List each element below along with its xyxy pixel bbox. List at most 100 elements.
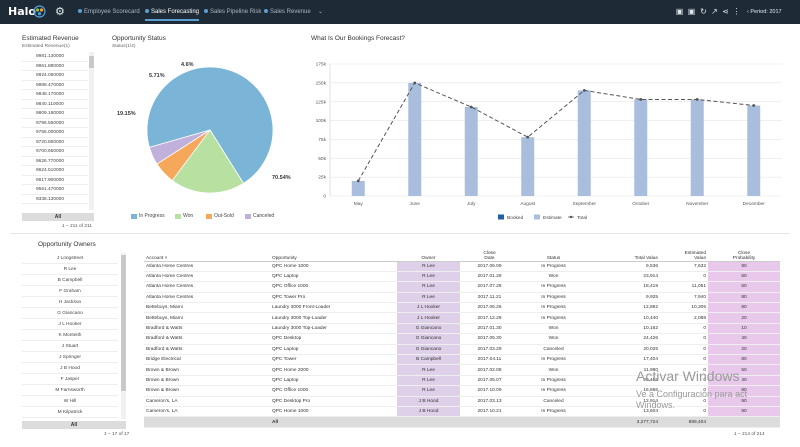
col-total-value-header[interactable]: Total Value: [588, 241, 660, 262]
owner-list-item[interactable]: J Springer: [22, 352, 118, 363]
tab-sales-revenue[interactable]: Sales Revenue: [264, 9, 311, 15]
legend-label[interactable]: Total: [577, 215, 587, 221]
point-total[interactable]: [639, 98, 643, 101]
revenue-list-item[interactable]: 9848.170000: [22, 90, 88, 100]
pie-slice-canceled[interactable]: [148, 129, 211, 165]
revenue-list-item[interactable]: 9338.130000: [22, 195, 88, 204]
export-icon[interactable]: ↗: [711, 7, 718, 16]
table-row[interactable]: Bettebuys, Miami Laundry 3000 Top-Loader J…: [144, 312, 780, 324]
save-as-icon[interactable]: ▣: [687, 7, 696, 16]
col-account-header[interactable]: Account ˄: [144, 241, 270, 262]
col-opportunity-header[interactable]: Opportunity: [270, 241, 397, 262]
point-total[interactable]: [356, 179, 360, 183]
table-row[interactable]: Atlanta Home Centres QPC Home 1000 R Lee 20…: [144, 261, 780, 272]
table-row[interactable]: Brown & Brown QPC Laptop R Lee 2017.05.07 In…: [144, 375, 780, 387]
owner-list-item[interactable]: J Stuart: [22, 341, 118, 352]
revenue-list-item[interactable]: 9626.770000: [22, 157, 88, 166]
revenue-list-item[interactable]: 9700.650000: [22, 147, 88, 157]
period-selector[interactable]: ‹ Period: 2017: [747, 9, 782, 15]
revenue-list-item[interactable]: 9755.000000: [22, 128, 88, 138]
bar-estimate[interactable]: [408, 82, 422, 196]
revenue-list-item[interactable]: 9617.900000: [22, 176, 88, 185]
owners-scroll-thumb[interactable]: [121, 255, 126, 391]
owners-scrollbar[interactable]: [121, 253, 126, 419]
revenue-list-item[interactable]: 9809.180000: [22, 109, 88, 119]
table-all-button[interactable]: All: [270, 416, 397, 428]
point-total[interactable]: [752, 104, 756, 107]
revenue-list-item[interactable]: 9961.880000: [22, 62, 88, 71]
col-close-probability-header[interactable]: Close Probability: [708, 241, 780, 262]
revenue-list-item[interactable]: 9796.550000: [22, 119, 88, 128]
owner-list-item[interactable]: F Jasper: [22, 374, 118, 385]
table-row[interactable]: Brown & Brown QPC Office 1000 R Lee 2017.10…: [144, 385, 780, 397]
legend-label[interactable]: Booked: [507, 215, 524, 221]
share-icon[interactable]: ⋖: [722, 7, 729, 16]
owner-list-item[interactable]: F Graham: [22, 286, 118, 297]
revenue-list-item[interactable]: 9720.850000: [22, 138, 88, 147]
save-icon[interactable]: ▣: [675, 7, 684, 16]
owner-list-item[interactable]: G Giancano: [22, 308, 118, 319]
revenue-list-item[interactable]: 9561.470000: [22, 185, 88, 195]
bar-estimate[interactable]: [634, 99, 648, 196]
owner-list-item[interactable]: R Lee: [22, 264, 118, 275]
tab-sales-forecasting[interactable]: Sales Forecasting: [145, 9, 200, 21]
bar-estimate[interactable]: [690, 99, 704, 196]
table-row[interactable]: Bradford & Watts Laundry 3000 Top-Loader G…: [144, 323, 780, 335]
pie-legend-item[interactable]: Canceled: [245, 213, 274, 219]
owner-list-item[interactable]: W Hill: [22, 396, 118, 407]
owner-list-item[interactable]: M Kilpatrick: [22, 407, 118, 418]
owner-list-item[interactable]: J L Hooker: [22, 319, 118, 330]
table-row[interactable]: Bradford & Watts QPC Desktop G Giancano 201…: [144, 333, 780, 345]
point-total[interactable]: [526, 135, 530, 139]
revenue-scroll-thumb[interactable]: [89, 56, 94, 68]
col-close-date-header[interactable]: Close Date: [460, 241, 519, 262]
bar-estimate[interactable]: [747, 105, 761, 196]
refresh-icon[interactable]: ↻: [700, 7, 707, 16]
owner-list-item[interactable]: J Longstreet: [22, 253, 118, 264]
table-row[interactable]: Bridge Electrical QPC Tower B Campbell 2017…: [144, 354, 780, 366]
col-status-header[interactable]: Status: [519, 241, 588, 262]
point-total[interactable]: [413, 81, 417, 85]
table-row[interactable]: Cameron's, LA QPC Desktop Pro J B Hood 2017…: [144, 396, 780, 407]
opportunity-status-pie[interactable]: [140, 60, 280, 200]
pie-slice-in-progress[interactable]: [146, 66, 274, 184]
table-row[interactable]: Atlanta Home Centres QPC Laptop R Lee 2017.…: [144, 271, 780, 283]
col-owner-header[interactable]: Owner: [397, 241, 460, 262]
legend-label[interactable]: Estimate: [543, 215, 562, 221]
estimated-revenue-list[interactable]: 9981.130000 9961.880000 9924.050000 9888.47…: [22, 52, 88, 204]
gear-icon[interactable]: ⚙: [55, 6, 65, 18]
opportunity-owners-list[interactable]: J Longstreet R Lee B Campbell F Graham H Jac…: [22, 253, 118, 418]
owner-list-item[interactable]: B Campbell: [22, 275, 118, 286]
table-row[interactable]: Bradford & Watts QPC Laptop G Giancano 2017…: [144, 344, 780, 356]
bar-estimate[interactable]: [577, 90, 591, 196]
bar-estimate[interactable]: [521, 137, 535, 196]
pie-legend-item[interactable]: In Progress: [131, 213, 165, 219]
tab-employee-scorecard[interactable]: Employee Scorecard: [78, 9, 140, 15]
table-row[interactable]: Atlanta Home Centres QPC Office 1000 R Lee…: [144, 281, 780, 293]
more-icon[interactable]: ⋮: [732, 7, 741, 16]
tab-sales-pipeline-risk[interactable]: Sales Pipeline Risk: [204, 9, 261, 15]
revenue-list-item[interactable]: 9981.130000: [22, 52, 88, 62]
revenue-list-item[interactable]: 9624.510000: [22, 166, 88, 176]
owners-all-button[interactable]: All: [22, 421, 126, 429]
tabs-chevron-down-icon[interactable]: ⌄: [318, 9, 324, 15]
pie-legend-item[interactable]: Won: [175, 213, 193, 219]
owner-list-item[interactable]: H Jackson: [22, 297, 118, 308]
owner-list-item[interactable]: J B Hood: [22, 363, 118, 374]
point-total[interactable]: [695, 98, 699, 101]
pie-legend-item[interactable]: Out-Sold: [206, 213, 234, 219]
revenue-list-item[interactable]: 9840.110000: [22, 100, 88, 109]
bar-estimate[interactable]: [351, 180, 365, 196]
bookings-chart[interactable]: 0 25k 50k 75k 100k 125k 150k 175k May June July Aug…: [300, 58, 790, 223]
col-estimated-value-header[interactable]: Estimated Value: [660, 241, 708, 262]
owner-list-item[interactable]: K Monteith: [22, 330, 118, 341]
table-row[interactable]: Brown & Brown QPC Home 2000 R Lee 2017.02.0…: [144, 364, 780, 376]
bar-estimate[interactable]: [464, 106, 478, 196]
point-total[interactable]: [469, 105, 473, 109]
owner-list-item[interactable]: M Farnsworth: [22, 385, 118, 396]
revenue-list-item[interactable]: 9924.050000: [22, 71, 88, 81]
revenue-scrollbar[interactable]: [89, 52, 94, 210]
point-total[interactable]: [582, 89, 586, 92]
revenue-list-item[interactable]: 9888.470000: [22, 81, 88, 90]
pie-slice-won[interactable]: [171, 129, 245, 194]
